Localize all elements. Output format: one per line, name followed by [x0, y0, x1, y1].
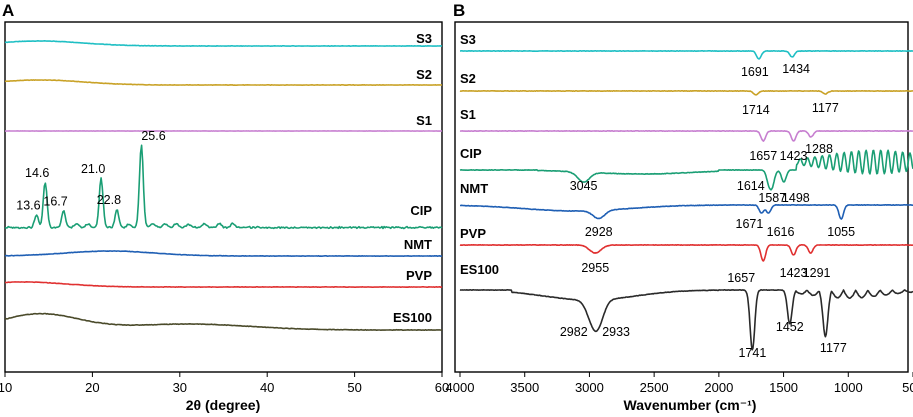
xrd-peak-label: 21.0	[81, 162, 105, 176]
xrd-label-s1: S1	[416, 113, 432, 128]
panel-b-labels: S3 S2 S1 CIP NMT PVP ES100	[460, 32, 499, 277]
ftir-band-label: 2928	[585, 225, 613, 239]
panel-a-letter: A	[2, 1, 14, 20]
ftir-trace-s2	[459, 90, 913, 96]
x-tick-label: 40	[260, 380, 274, 395]
x-tick-label: 2500	[640, 380, 669, 395]
ftir-label-s1: S1	[460, 107, 476, 122]
ftir-band-label: 1498	[782, 191, 810, 205]
ftir-band-label: 1616	[767, 225, 795, 239]
x-tick-label: 3500	[510, 380, 539, 395]
xrd-trace-cip	[4, 144, 443, 230]
ftir-band-label: 1055	[827, 225, 855, 239]
ftir-band-label: 1657	[727, 271, 755, 285]
ftir-trace-s1	[459, 130, 913, 142]
ftir-band-label: 1741	[738, 346, 766, 360]
xrd-label-s3: S3	[416, 31, 432, 46]
x-tick-label: 1500	[769, 380, 798, 395]
xrd-label-s2: S2	[416, 67, 432, 82]
ftir-band-label: 1714	[742, 103, 770, 117]
ftir-label-es100: ES100	[460, 262, 499, 277]
panel-b-x-axis-title: Wavenumber (cm⁻¹)	[624, 397, 757, 413]
panel-a-x-axis-title: 2θ (degree)	[186, 397, 260, 413]
ftir-label-cip: CIP	[460, 146, 482, 161]
xrd-trace-pvp	[4, 280, 443, 289]
xrd-trace-es100	[4, 312, 443, 332]
panel-a-frame	[4, 21, 443, 373]
ftir-band-label: 1614	[737, 179, 765, 193]
ftir-band-label: 1671	[736, 217, 764, 231]
ftir-band-label: 1288	[805, 142, 833, 156]
ftir-trace-nmt	[459, 204, 913, 220]
panel-a-x-ticks: 10 20 30 40 50 60	[0, 372, 449, 395]
ftir-trace-cip	[459, 149, 913, 191]
ftir-band-label: 1423	[780, 266, 808, 280]
ftir-band-label: 1177	[820, 341, 847, 355]
panel-b-letter: B	[453, 1, 465, 20]
ftir-band-label: 1657	[749, 149, 777, 163]
x-tick-label: 500	[902, 380, 913, 395]
panel-b: B S3 S2 S1 CIP NMT PVP ES100 1691 1434 1714 1177 1…	[446, 1, 913, 413]
xrd-peak-label: 22.8	[97, 193, 121, 207]
xrd-trace-s2	[4, 79, 443, 86]
xrd-peak-label: 16.7	[43, 195, 67, 209]
xrd-trace-s3	[4, 39, 443, 48]
panel-a-traces	[4, 39, 443, 332]
ftir-label-s3: S3	[460, 32, 476, 47]
panel-a-peak-annotations: 13.6 14.6 16.7 21.0 22.8 25.6	[16, 129, 165, 213]
ftir-band-label: 1452	[776, 320, 804, 334]
panel-b-x-ticks: 4000 3500 3000 2500 2000 1500 1000 500	[446, 372, 913, 395]
ftir-band-label: 1177	[812, 101, 839, 115]
ftir-band-label: 3045	[570, 179, 598, 193]
x-tick-label: 60	[435, 380, 449, 395]
xrd-label-pvp: PVP	[406, 268, 432, 283]
xrd-peak-label: 25.6	[141, 129, 165, 143]
xrd-trace-nmt	[4, 250, 443, 258]
xrd-peak-label: 13.6	[16, 199, 40, 213]
ftir-label-s2: S2	[460, 71, 476, 86]
ftir-band-label: 2955	[581, 261, 609, 275]
xrd-label-nmt: NMT	[404, 237, 432, 252]
x-tick-label: 4000	[446, 380, 475, 395]
ftir-band-label: 1423	[780, 149, 808, 163]
panel-b-frame	[454, 21, 909, 373]
ftir-trace-s3	[459, 49, 913, 60]
x-tick-label: 50	[347, 380, 361, 395]
ftir-band-label: 1587	[758, 191, 786, 205]
xrd-peak-label: 14.6	[25, 166, 49, 180]
ftir-trace-es100	[459, 288, 913, 351]
ftir-band-label: 1291	[803, 266, 831, 280]
ftir-label-nmt: NMT	[460, 181, 488, 196]
xrd-label-cip: CIP	[410, 203, 432, 218]
panel-a: A S3 S2 S1 CIP NMT PVP ES100 13.6 14.6 16.7 21.0 2…	[0, 1, 449, 413]
ftir-trace-pvp	[459, 244, 913, 262]
ftir-band-label: 1434	[782, 62, 810, 76]
ftir-band-label: 2982	[560, 325, 588, 339]
x-tick-label: 20	[85, 380, 99, 395]
ftir-band-label: 2933	[602, 325, 630, 339]
x-tick-label: 1000	[834, 380, 863, 395]
panel-b-traces	[459, 49, 913, 351]
x-tick-label: 2000	[704, 380, 733, 395]
x-tick-label: 10	[0, 380, 12, 395]
x-tick-label: 3000	[575, 380, 604, 395]
x-tick-label: 30	[173, 380, 187, 395]
panel-a-labels: S3 S2 S1 CIP NMT PVP ES100	[393, 31, 432, 325]
ftir-label-pvp: PVP	[460, 226, 486, 241]
ftir-band-label: 1691	[741, 65, 769, 79]
xrd-label-es100: ES100	[393, 310, 432, 325]
